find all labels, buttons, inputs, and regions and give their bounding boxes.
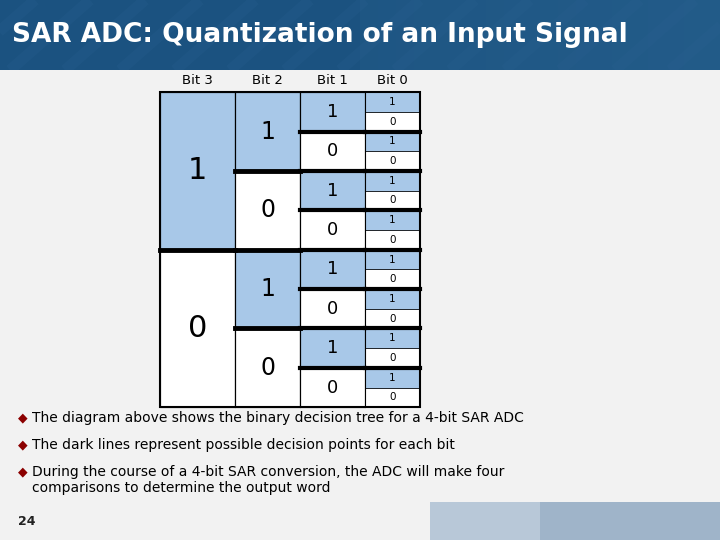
Text: 1: 1 [390, 176, 396, 186]
Bar [300, 171, 365, 210]
Bar [365, 191, 420, 210]
Text: 0: 0 [390, 195, 396, 206]
Text: 0: 0 [327, 300, 338, 318]
Text: Bit 3: Bit 3 [182, 73, 213, 87]
Bar [522, 0, 540, 70]
Bar [432, 0, 450, 70]
Bar [365, 328, 420, 348]
Text: 1: 1 [390, 373, 396, 383]
Text: The dark lines represent possible decision points for each bit: The dark lines represent possible decisi… [32, 438, 455, 452]
Text: 0: 0 [327, 142, 338, 160]
Text: 1: 1 [260, 277, 275, 301]
Bar [365, 132, 420, 151]
Bar [365, 348, 420, 368]
Text: comparisons to determine the output word: comparisons to determine the output word [32, 481, 330, 495]
Text: 0: 0 [390, 314, 396, 323]
Text: 1: 1 [390, 294, 396, 304]
Text: Bit 2: Bit 2 [252, 73, 283, 87]
Bar [300, 210, 365, 249]
Text: During the course of a 4-bit SAR conversion, the ADC will make four: During the course of a 4-bit SAR convers… [32, 465, 505, 479]
Bar [235, 328, 300, 407]
Bar [300, 249, 365, 289]
Bar [378, 0, 396, 70]
Bar [160, 249, 235, 407]
Text: ◆: ◆ [18, 411, 27, 424]
Bar [594, 0, 612, 70]
Text: The diagram above shows the binary decision tree for a 4-bit SAR ADC: The diagram above shows the binary decis… [32, 411, 524, 425]
Bar [648, 0, 666, 70]
Bar [365, 112, 420, 132]
Bar [504, 0, 522, 70]
Text: SAR ADC: Quantization of an Input Signal: SAR ADC: Quantization of an Input Signal [12, 22, 628, 48]
Text: ◆: ◆ [18, 465, 27, 478]
Text: 1: 1 [327, 260, 338, 279]
Text: ◆: ◆ [18, 438, 27, 451]
Bar [365, 289, 420, 309]
Text: 1: 1 [390, 215, 396, 225]
Text: 0: 0 [390, 353, 396, 363]
Text: 0: 0 [390, 274, 396, 284]
Bar [540, 0, 558, 70]
Bar [300, 289, 365, 328]
Bar [365, 210, 420, 230]
Text: 1: 1 [188, 157, 207, 185]
Bar [684, 0, 702, 70]
Bar [468, 0, 486, 70]
Bar [235, 92, 300, 171]
Bar [365, 309, 420, 328]
Bar [365, 388, 420, 407]
Bar [235, 171, 300, 249]
Text: 0: 0 [260, 198, 275, 222]
Text: 1: 1 [260, 119, 275, 144]
Bar [666, 0, 684, 70]
Text: 24: 24 [18, 515, 35, 528]
Bar [630, 0, 648, 70]
Bar [365, 230, 420, 249]
Bar [486, 0, 504, 70]
Text: 0: 0 [327, 379, 338, 396]
Bar [160, 92, 235, 249]
Bar [414, 0, 432, 70]
Text: 1: 1 [327, 181, 338, 200]
Text: 0: 0 [260, 356, 275, 380]
Bar [300, 92, 365, 132]
Bar [365, 151, 420, 171]
Bar [365, 368, 420, 388]
Bar [300, 328, 365, 368]
Text: 1: 1 [390, 97, 396, 107]
Bar [160, 92, 420, 407]
Bar [300, 132, 365, 171]
Text: 0: 0 [390, 117, 396, 127]
Text: 0: 0 [390, 235, 396, 245]
Text: 1: 1 [390, 137, 396, 146]
Bar [365, 269, 420, 289]
Bar [365, 171, 420, 191]
Bar [396, 0, 414, 70]
Text: Bit 0: Bit 0 [377, 73, 408, 87]
Bar [365, 92, 420, 112]
Bar [300, 368, 365, 407]
Bar [450, 0, 468, 70]
Bar [430, 502, 720, 540]
Bar [702, 0, 720, 70]
Text: 0: 0 [327, 221, 338, 239]
Bar [576, 0, 594, 70]
Bar [365, 249, 420, 269]
Text: 1: 1 [327, 339, 338, 357]
Bar [540, 502, 720, 540]
Text: 1: 1 [390, 333, 396, 343]
Text: 0: 0 [188, 314, 207, 343]
Bar [612, 0, 630, 70]
Text: Bit 1: Bit 1 [317, 73, 348, 87]
Bar [360, 0, 378, 70]
Text: 1: 1 [390, 254, 396, 265]
Bar [235, 249, 300, 328]
Text: 1: 1 [327, 103, 338, 121]
Text: 0: 0 [390, 393, 396, 402]
Bar [558, 0, 576, 70]
Text: 0: 0 [390, 156, 396, 166]
